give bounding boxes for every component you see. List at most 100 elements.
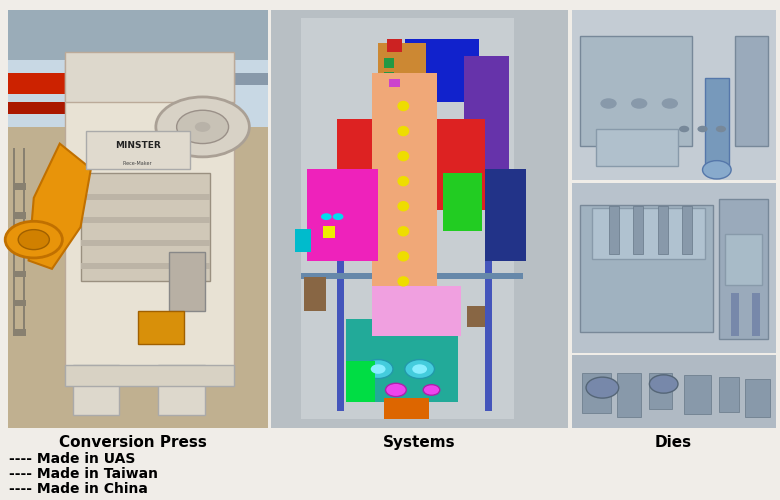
Bar bbox=[592, 208, 704, 259]
Bar bbox=[65, 52, 234, 102]
Circle shape bbox=[650, 375, 678, 393]
Bar bbox=[301, 273, 523, 280]
Circle shape bbox=[601, 98, 617, 108]
Bar bbox=[86, 131, 190, 168]
Circle shape bbox=[18, 230, 49, 250]
Text: ---- Made in China: ---- Made in China bbox=[9, 482, 148, 496]
Text: MINSTER: MINSTER bbox=[115, 141, 161, 150]
Ellipse shape bbox=[398, 226, 410, 236]
Bar bbox=[295, 229, 311, 252]
Polygon shape bbox=[29, 144, 91, 269]
Bar bbox=[301, 18, 515, 419]
Bar bbox=[8, 10, 268, 127]
Circle shape bbox=[697, 126, 707, 132]
Bar bbox=[633, 206, 643, 254]
Circle shape bbox=[679, 126, 690, 132]
Bar bbox=[65, 60, 234, 378]
Bar bbox=[746, 379, 770, 416]
Bar bbox=[13, 184, 26, 190]
Bar bbox=[372, 286, 461, 336]
Bar bbox=[752, 293, 760, 336]
Circle shape bbox=[370, 364, 385, 374]
Bar bbox=[13, 271, 26, 277]
Circle shape bbox=[412, 364, 427, 374]
Text: ---- Made in Taiwan: ---- Made in Taiwan bbox=[9, 467, 158, 481]
Bar bbox=[608, 206, 619, 254]
Bar bbox=[8, 10, 268, 60]
Bar bbox=[8, 72, 151, 94]
Bar bbox=[80, 173, 211, 282]
Bar bbox=[384, 58, 395, 68]
Bar bbox=[719, 377, 739, 412]
Ellipse shape bbox=[398, 126, 410, 136]
Bar bbox=[138, 310, 184, 344]
Bar bbox=[731, 293, 739, 336]
Circle shape bbox=[5, 222, 62, 258]
Bar bbox=[485, 168, 527, 260]
Bar bbox=[384, 398, 428, 419]
Circle shape bbox=[385, 384, 406, 396]
Text: ---- Made in UAS: ---- Made in UAS bbox=[9, 452, 136, 466]
Bar bbox=[80, 240, 211, 246]
Bar bbox=[13, 330, 26, 336]
Bar bbox=[13, 212, 26, 219]
Circle shape bbox=[333, 213, 343, 220]
Bar bbox=[658, 206, 668, 254]
Bar bbox=[405, 39, 479, 102]
Bar bbox=[388, 79, 400, 87]
Bar bbox=[384, 86, 395, 95]
Circle shape bbox=[716, 126, 726, 132]
Bar bbox=[464, 56, 509, 198]
Bar bbox=[8, 127, 268, 428]
Ellipse shape bbox=[398, 101, 410, 111]
Ellipse shape bbox=[398, 176, 410, 186]
Bar bbox=[467, 306, 485, 328]
Bar bbox=[73, 365, 119, 415]
Bar bbox=[736, 36, 768, 146]
Bar bbox=[304, 277, 326, 310]
Circle shape bbox=[156, 97, 250, 157]
Bar bbox=[582, 373, 611, 413]
Bar bbox=[168, 252, 205, 310]
Bar bbox=[617, 373, 641, 416]
Bar bbox=[346, 319, 458, 402]
Bar bbox=[13, 242, 26, 248]
Bar bbox=[337, 118, 344, 411]
Bar bbox=[580, 204, 713, 332]
Bar bbox=[650, 373, 672, 410]
Bar bbox=[596, 129, 678, 166]
Bar bbox=[572, 10, 776, 180]
Bar bbox=[346, 360, 375, 403]
Text: Systems: Systems bbox=[382, 435, 456, 450]
Bar bbox=[13, 300, 26, 306]
Bar bbox=[271, 10, 568, 428]
Circle shape bbox=[661, 98, 678, 108]
Bar bbox=[443, 173, 482, 232]
Bar bbox=[23, 148, 26, 336]
Bar bbox=[337, 118, 485, 210]
Bar bbox=[572, 355, 776, 428]
Bar bbox=[80, 194, 211, 200]
Bar bbox=[725, 234, 762, 284]
Circle shape bbox=[631, 98, 647, 108]
Bar bbox=[323, 226, 335, 237]
Bar bbox=[384, 72, 395, 82]
Circle shape bbox=[586, 377, 619, 398]
Bar bbox=[485, 152, 492, 411]
Circle shape bbox=[703, 160, 731, 179]
Bar bbox=[384, 114, 395, 122]
Bar bbox=[572, 182, 776, 352]
Bar bbox=[684, 374, 711, 414]
Bar bbox=[719, 200, 768, 339]
Bar bbox=[13, 148, 15, 336]
Bar bbox=[8, 102, 86, 115]
Bar bbox=[158, 365, 205, 415]
Circle shape bbox=[321, 213, 332, 220]
Circle shape bbox=[363, 360, 393, 378]
Text: Piece-Maker: Piece-Maker bbox=[123, 160, 152, 166]
Circle shape bbox=[195, 122, 211, 132]
Bar bbox=[176, 72, 268, 85]
Ellipse shape bbox=[398, 251, 410, 262]
Circle shape bbox=[424, 384, 440, 395]
Bar bbox=[580, 36, 693, 146]
